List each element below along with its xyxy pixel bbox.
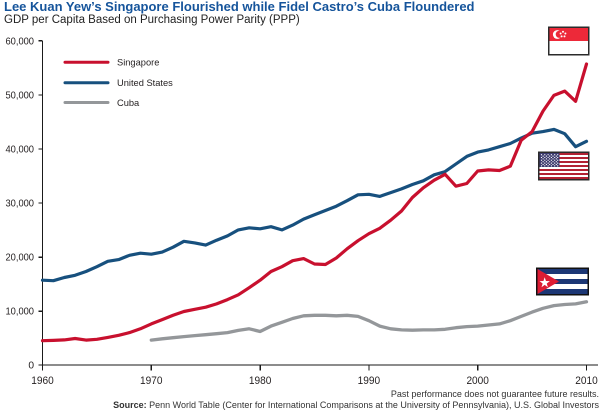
svg-text:60,000: 60,000 — [6, 36, 35, 47]
svg-text:10,000: 10,000 — [6, 307, 35, 318]
svg-text:0: 0 — [28, 361, 34, 372]
svg-text:Cuba: Cuba — [117, 98, 140, 108]
svg-text:50,000: 50,000 — [6, 91, 35, 102]
svg-text:20,000: 20,000 — [6, 253, 35, 264]
svg-text:1990: 1990 — [358, 375, 381, 387]
svg-text:40,000: 40,000 — [6, 145, 35, 156]
svg-text:Singapore: Singapore — [117, 58, 159, 68]
svg-text:2000: 2000 — [466, 375, 489, 387]
svg-text:1960: 1960 — [31, 375, 54, 387]
svg-text:30,000: 30,000 — [6, 199, 35, 210]
svg-text:2010: 2010 — [575, 375, 598, 387]
svg-text:United States: United States — [117, 78, 173, 88]
svg-text:1980: 1980 — [249, 375, 272, 387]
svg-text:1970: 1970 — [140, 375, 163, 387]
